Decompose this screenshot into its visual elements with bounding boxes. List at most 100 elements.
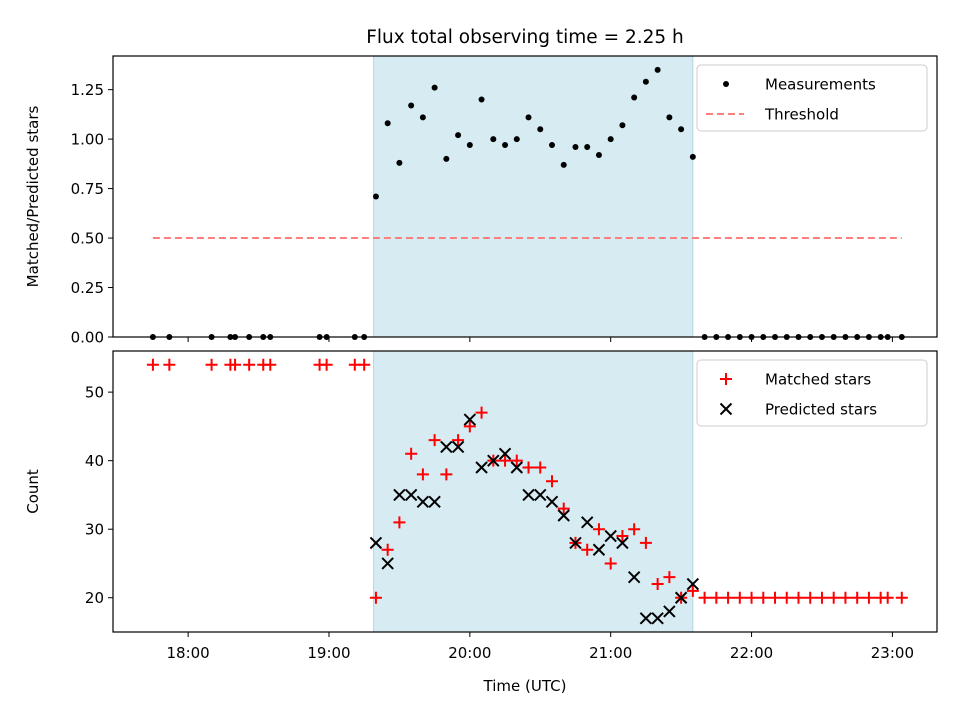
predicted-stars-point	[674, 591, 688, 604]
matched-stars-point	[440, 468, 453, 481]
matched-stars-point	[839, 591, 852, 604]
predicted-stars-point	[416, 495, 430, 508]
measurements-point	[419, 114, 426, 121]
legend-swatch-predicted	[719, 402, 733, 416]
measurements-point	[666, 114, 673, 121]
legend-top: Measurements Threshold	[696, 64, 928, 132]
predicted-stars-point	[569, 536, 582, 550]
matched-stars-point	[358, 358, 371, 371]
predicted-stars-point	[639, 612, 653, 625]
predicted-stars-point	[451, 440, 465, 454]
measurements-point	[642, 78, 649, 85]
measurements-point	[396, 159, 403, 166]
observing-window-top	[373, 55, 694, 338]
measurements-point	[466, 142, 473, 149]
matched-stars-point	[628, 523, 641, 536]
matched-stars-point	[722, 591, 735, 604]
legend-label: Predicted stars	[765, 401, 877, 419]
predicted-stars-point	[604, 529, 617, 543]
legend-label: Measurements	[765, 76, 876, 94]
matched-stars-point	[557, 502, 570, 515]
matched-stars-point	[463, 420, 476, 433]
predicted-stars-point	[557, 509, 570, 522]
matched-stars-point	[780, 591, 793, 604]
measurements-point	[372, 193, 379, 200]
measurements-point	[654, 66, 661, 73]
matched-stars-point	[792, 591, 805, 604]
x-tick-label: 22:00	[730, 644, 773, 662]
predicted-stars-point	[463, 413, 477, 426]
measurements-point	[490, 136, 497, 143]
y-tick-label-bottom: 50	[85, 384, 104, 402]
measurements-point	[584, 144, 591, 151]
measurements-point	[431, 84, 438, 91]
matched-stars-point	[163, 358, 176, 371]
matched-stars-point	[475, 406, 488, 419]
y-tick-label-top: 1.00	[71, 131, 104, 149]
matched-stars-point	[545, 475, 558, 488]
y-tick-label-top: 0.00	[71, 329, 104, 347]
measurements-point	[455, 132, 462, 139]
axes-frame-top	[112, 55, 938, 338]
predicted-stars-point	[651, 612, 664, 625]
predicted-stars-point	[440, 440, 453, 454]
matched-stars-point	[452, 434, 465, 447]
predicted-stars-point	[581, 516, 594, 529]
matched-stars-point	[405, 447, 418, 460]
matched-stars-point	[428, 434, 441, 447]
matched-stars-point	[581, 543, 594, 556]
x-tick-label: 21:00	[589, 644, 632, 662]
matched-stars-point	[416, 468, 429, 481]
matched-stars-point	[769, 591, 782, 604]
matched-stars-point	[651, 578, 664, 591]
x-tick-label: 23:00	[871, 644, 914, 662]
predicted-stars-point	[510, 461, 523, 474]
predicted-stars-point	[428, 495, 441, 508]
legend-box-bottom	[696, 359, 928, 427]
matched-stars-point	[522, 461, 535, 474]
matched-stars-point	[851, 591, 864, 604]
y-axis-label-bottom: Count	[24, 469, 42, 514]
measurements-point	[548, 142, 555, 149]
y-tick-label-top: 0.50	[71, 230, 104, 248]
x-tick-label: 19:00	[307, 644, 350, 662]
measurements-point	[502, 142, 509, 149]
matched-stars-point	[534, 461, 547, 474]
x-tick-label: 20:00	[448, 644, 491, 662]
matched-stars-point	[815, 591, 828, 604]
matched-stars-point	[229, 358, 242, 371]
predicted-stars-point	[545, 495, 559, 508]
matched-stars-point	[205, 358, 218, 371]
measurements-point	[513, 136, 520, 143]
predicted-stars-point	[627, 570, 641, 584]
predicted-stars-point	[404, 488, 418, 502]
matched-stars-point	[757, 591, 770, 604]
top-panel-ratio: 0.00 0.25 0.50 0.75 1.00 1.25 Matched/Predicte…	[24, 55, 938, 347]
matched-stars-point	[686, 584, 699, 597]
measurements-point	[560, 161, 567, 168]
matched-stars-point	[804, 591, 817, 604]
predicted-stars-point	[616, 536, 629, 550]
matched-stars-point	[895, 591, 908, 604]
matched-stars-point	[393, 516, 406, 529]
y-axis-label-top: Matched/Predicted stars	[24, 106, 42, 288]
predicted-stars-point	[498, 447, 512, 461]
y-tick-label-top: 1.25	[71, 81, 104, 99]
legend-bottom: Matched stars Predicted stars	[696, 359, 928, 427]
axes-frame-bottom	[112, 350, 938, 633]
matched-stars-point	[862, 591, 875, 604]
predicted-stars-point	[522, 488, 535, 502]
legend-swatch-measurements	[723, 81, 729, 87]
predicted-stars-point	[686, 577, 700, 591]
legend-swatch-matched	[720, 373, 732, 385]
y-tick-label-bottom: 40	[85, 452, 104, 470]
legend-label: Threshold	[764, 106, 839, 124]
predicted-stars-point	[381, 557, 394, 570]
matched-stars-point	[146, 358, 159, 371]
legend-label: Matched stars	[765, 371, 871, 389]
matched-stars-point	[745, 591, 758, 604]
matched-stars-point	[710, 591, 723, 604]
predicted-stars-point	[534, 488, 547, 502]
legend-box-top	[696, 64, 928, 132]
y-tick-label-bottom: 20	[85, 589, 104, 607]
